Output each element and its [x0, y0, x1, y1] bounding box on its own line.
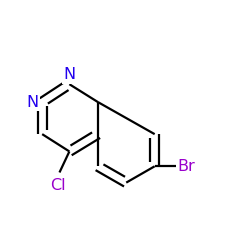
Text: Cl: Cl: [50, 178, 65, 193]
Text: N: N: [26, 94, 39, 110]
Text: Br: Br: [178, 159, 196, 174]
Text: N: N: [63, 67, 76, 82]
